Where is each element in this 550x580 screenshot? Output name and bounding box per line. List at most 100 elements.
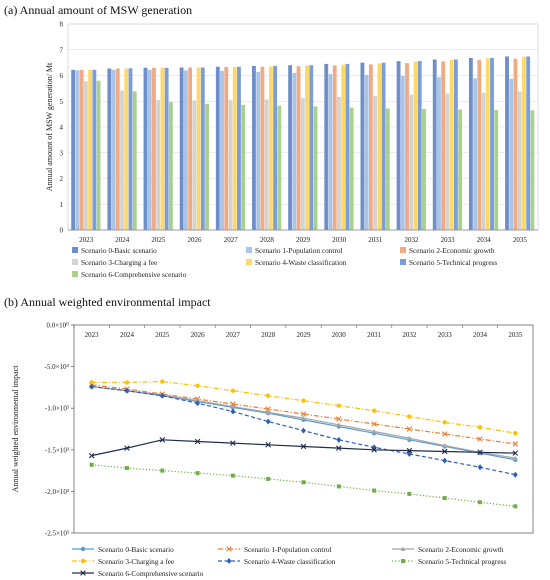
chart-a-bar: [396, 61, 401, 230]
chart-b-point: [266, 476, 271, 481]
chart-b-title: (b) Annual weighted environmental impact: [4, 295, 211, 309]
chart-b-point: [371, 421, 377, 427]
chart-b-point: [477, 436, 483, 442]
chart-b-point: [407, 435, 412, 441]
chart-b-point: [406, 447, 413, 454]
chart-a-bar: [381, 62, 386, 230]
chart-a-bar: [526, 56, 531, 230]
chart-a-bar: [300, 98, 305, 230]
chart-b-point: [442, 457, 448, 464]
chart-a-bar: [473, 78, 478, 231]
chart-a-bar: [377, 63, 382, 231]
chart-a-bar: [147, 69, 152, 231]
chart-a-bar: [264, 99, 269, 230]
chart-b-point: [336, 484, 341, 489]
chart-a-bar: [368, 64, 373, 231]
chart-b-point: [442, 496, 447, 501]
chart-b-point: [512, 455, 518, 461]
chart-b-point: [477, 449, 483, 456]
chart-b-point: [512, 471, 518, 478]
chart-a-bar: [477, 60, 482, 230]
chart-b-point: [336, 403, 342, 408]
chart-a-bar: [120, 90, 124, 230]
chart-a-x-tick-label: 2025: [151, 236, 166, 244]
chart-a-bar: [400, 76, 405, 230]
chart-b-point: [442, 420, 447, 425]
chart-b-point: [441, 448, 448, 455]
chart-a-bar: [385, 108, 390, 230]
chart-a-bar: [453, 59, 458, 230]
chart-a-bar: [241, 104, 246, 230]
chart-a-y-tick-label: 5: [60, 98, 64, 106]
chart-b-point: [372, 488, 377, 493]
chart-b-point: [407, 491, 412, 496]
chart-a-bar: [196, 67, 201, 230]
chart-b-point: [477, 464, 483, 471]
chart-a-bar: [79, 69, 84, 231]
chart-b-point: [265, 442, 271, 448]
chart-a-bar: [232, 67, 237, 230]
chart-b-point: [160, 468, 165, 473]
chart-b-x-tick-label: 2033: [438, 331, 453, 339]
chart-a-bar: [468, 57, 473, 230]
chart-a-bar: [458, 109, 463, 230]
chart-a-bar: [441, 61, 446, 231]
chart-a-bar: [337, 96, 341, 230]
chart-a-bar: [152, 67, 156, 231]
chart-b-x-tick-label: 2032: [402, 331, 417, 339]
chart-a-x-tick-label: 2029: [296, 236, 311, 244]
chart-a-bar: [485, 58, 490, 231]
chart-b-point: [512, 450, 519, 456]
chart-a-bar: [313, 106, 318, 230]
chart-a-bar: [260, 66, 265, 231]
chart-b-point: [124, 445, 130, 451]
chart-a-bar: [183, 70, 188, 230]
chart-a-legend-label: Scenario 3-Charging a fee: [81, 258, 157, 267]
chart-a-legend-label: Scenario 1-Population control: [255, 246, 343, 255]
chart-b-point: [512, 441, 519, 447]
chart-a-bar: [437, 77, 441, 231]
chart-b-point: [226, 558, 232, 564]
chart-b-x-tick-label: 2027: [226, 331, 241, 339]
chart-b-y-tick-label: 0.0×10⁰: [46, 322, 69, 330]
chart-a-bar: [373, 95, 378, 230]
chart-a-bar: [160, 67, 165, 231]
chart-b-point: [301, 398, 306, 403]
chart-a-x-tick-label: 2034: [477, 236, 492, 244]
chart-a-x-tick-label: 2033: [441, 236, 456, 244]
chart-a-bar: [224, 67, 229, 230]
chart-a-bar: [179, 67, 184, 230]
chart-b-point: [400, 546, 406, 551]
chart-b-point: [301, 427, 306, 434]
chart-b-point: [513, 430, 518, 436]
chart-b-x-tick-label: 2029: [297, 331, 312, 339]
chart-b-point: [336, 445, 342, 451]
chart-b-point: [513, 504, 518, 509]
chart-b-series-line: [91, 385, 516, 461]
chart-b-x-tick-label: 2025: [155, 331, 170, 339]
chart-b-line: 0.0×10⁰ -5.0×10⁴ -1.0×10³ -1.5×10³ -2.0×10³ -…: [11, 322, 534, 578]
chart-a-bar: [517, 91, 522, 230]
chart-a-y-tick-label: 0: [60, 227, 64, 235]
chart-a-bar: [405, 63, 409, 230]
chart-b-x-tick-label: 2030: [332, 331, 347, 339]
chart-b-point: [478, 500, 483, 505]
chart-a-legend-label: Scenario 6-Comprehensive scenario: [81, 270, 187, 279]
chart-a-x-tick-label: 2027: [224, 236, 239, 244]
chart-b-point: [80, 546, 86, 552]
chart-a-y-tick-label: 6: [60, 72, 64, 80]
chart-b-point: [80, 570, 86, 576]
chart-a-bar: [124, 68, 129, 230]
chart-a-legend-swatch: [400, 259, 406, 265]
chart-b-point: [265, 393, 271, 398]
chart-a-bar: [88, 69, 93, 231]
chart-a-bar: [200, 67, 205, 230]
chart-b-legend-label: Scenario 3-Charging a fee: [98, 557, 174, 566]
chart-b-point: [89, 462, 94, 467]
chart-a-bar: [256, 71, 261, 231]
chart-b-point: [195, 471, 200, 476]
chart-b-point: [336, 416, 342, 422]
chart-a-x-tick-label: 2031: [368, 236, 383, 244]
chart-a-bar: [220, 70, 224, 231]
chart-a-bar: [143, 67, 148, 231]
